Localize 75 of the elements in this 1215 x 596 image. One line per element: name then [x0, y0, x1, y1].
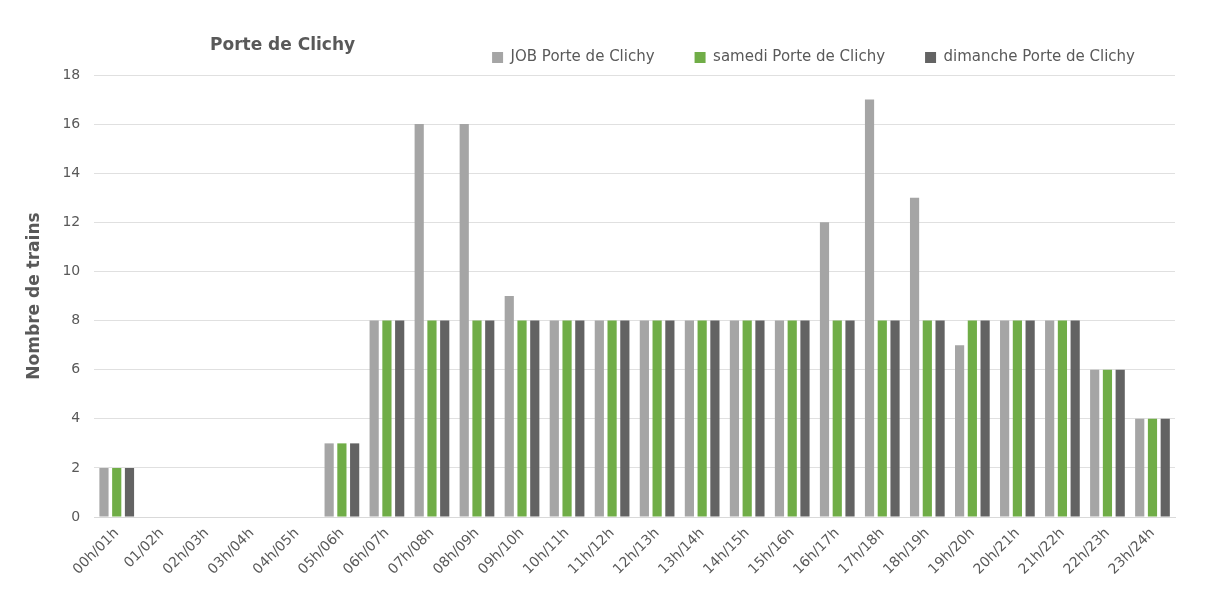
- bar: [1000, 320, 1010, 517]
- y-tick-label: 18: [62, 65, 81, 82]
- bar: [652, 320, 662, 517]
- bar: [124, 467, 135, 517]
- y-tick-label: 10: [62, 262, 81, 279]
- bar: [909, 197, 920, 517]
- chart-title: Porte de Clichy: [210, 34, 356, 54]
- y-tick-label: 12: [62, 212, 81, 229]
- bar: [324, 443, 334, 517]
- bar: [350, 443, 360, 517]
- bar: [832, 320, 842, 517]
- bar: [607, 320, 617, 517]
- y-tick-label: 8: [71, 311, 81, 328]
- legend-label: samedi Porte de Clichy: [713, 47, 886, 66]
- bar: [1057, 320, 1068, 517]
- legend-label: JOB Porte de Clichy: [509, 47, 655, 66]
- bar: [710, 320, 720, 517]
- bar: [845, 320, 855, 517]
- legend-label: dimanche Porte de Clichy: [943, 47, 1136, 66]
- bar: [967, 320, 977, 517]
- bar: [955, 345, 965, 517]
- y-axis-title: Nombre de trains: [22, 212, 43, 380]
- bar: [485, 320, 495, 517]
- bar: [922, 320, 932, 517]
- bar: [99, 467, 109, 517]
- bar: [562, 320, 572, 517]
- bar: [112, 467, 122, 517]
- bar: [774, 320, 785, 517]
- bar: [755, 320, 765, 517]
- y-tick-label: 2: [71, 458, 81, 475]
- y-tick-label: 16: [62, 114, 81, 131]
- bar: [1147, 418, 1158, 517]
- bar: [504, 296, 514, 517]
- bar: [697, 320, 707, 517]
- bar: [890, 320, 900, 517]
- bar: [594, 320, 604, 517]
- bar: [1045, 320, 1055, 517]
- bar: [575, 320, 585, 517]
- bar: [819, 222, 830, 517]
- bar: [369, 320, 379, 517]
- bar: [1025, 320, 1035, 517]
- bar: [980, 320, 990, 517]
- bar: [517, 320, 527, 517]
- bar: [549, 320, 559, 517]
- bar: [639, 320, 649, 517]
- bar: [459, 124, 469, 517]
- bar: [472, 320, 482, 517]
- bar: [395, 320, 405, 517]
- bar: [530, 320, 540, 517]
- bar: [787, 320, 797, 517]
- bar: [337, 443, 347, 517]
- y-tick-label: 6: [71, 360, 81, 377]
- bar: [729, 320, 740, 517]
- bar: [440, 320, 450, 517]
- bar: [1160, 418, 1170, 517]
- y-tick-label: 4: [71, 409, 81, 426]
- bar: [935, 320, 945, 517]
- bar: [414, 124, 424, 517]
- bar: [1070, 320, 1080, 517]
- bar: [1115, 369, 1125, 517]
- y-tick-label: 14: [62, 163, 81, 180]
- bar: [1102, 369, 1113, 517]
- bar: [864, 99, 875, 517]
- y-tick-label: 0: [71, 507, 81, 524]
- bar: [382, 320, 392, 517]
- bar: [877, 320, 887, 517]
- bar: [800, 320, 810, 517]
- bar: [1135, 418, 1145, 517]
- bar: [1090, 369, 1100, 517]
- bar: [665, 320, 675, 517]
- bar: [1012, 320, 1022, 517]
- bar: [427, 320, 437, 517]
- bar: [742, 320, 752, 517]
- bar: [684, 320, 694, 517]
- bar: [620, 320, 630, 517]
